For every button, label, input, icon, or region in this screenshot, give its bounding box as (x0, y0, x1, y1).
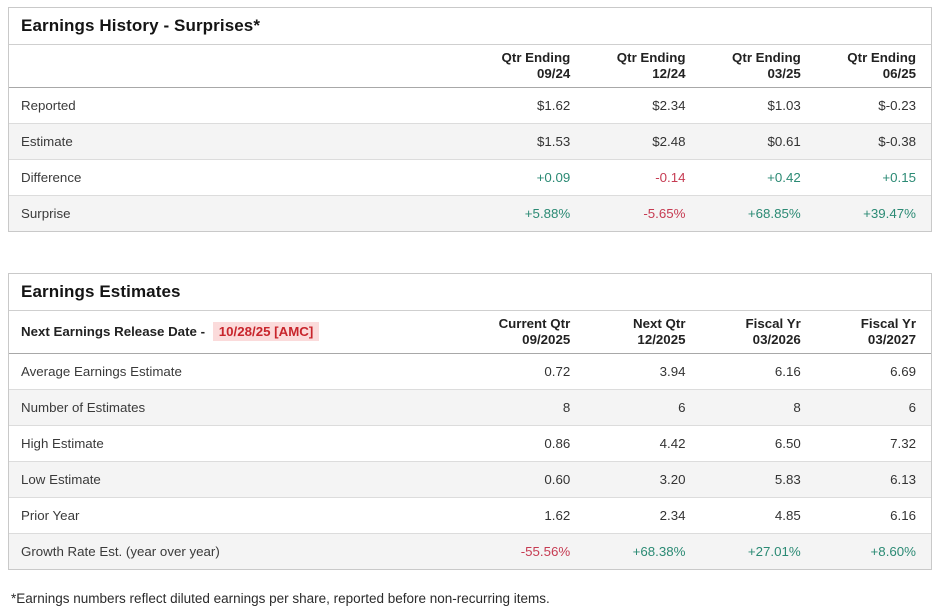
value-cell: 6.69 (890, 364, 916, 379)
table-row-low-estimate: Low Estimate 0.60 3.20 5.83 6.13 (9, 461, 931, 498)
col-header-line2: 09/2025 (522, 332, 571, 347)
earnings-history-header-row: Qtr Ending 09/24 Qtr Ending 12/24 Qtr En… (9, 45, 931, 88)
value-cell: 1.62 (544, 508, 571, 523)
value-cell-negative: -0.14 (655, 170, 686, 185)
row-label: High Estimate (21, 436, 104, 451)
value-cell: 6 (908, 400, 916, 415)
value-cell-positive: +68.38% (632, 544, 686, 559)
history-header-spacer (9, 45, 470, 88)
value-cell: 7.32 (890, 436, 916, 451)
value-cell-positive: +68.85% (747, 206, 801, 221)
row-label: Prior Year (21, 508, 80, 523)
value-cell: 3.20 (659, 472, 686, 487)
value-cell-positive: +0.42 (767, 170, 801, 185)
history-col-header-2: Qtr Ending 12/24 (585, 45, 700, 88)
release-date-label: Next Earnings Release Date - (21, 324, 206, 339)
value-cell: 8 (793, 400, 801, 415)
value-cell: 4.85 (774, 508, 801, 523)
table-row-estimate: Estimate $1.53 $2.48 $0.61 $-0.38 (9, 123, 931, 160)
col-header-line2: 12/2025 (637, 332, 686, 347)
table-row-difference: Difference +0.09 -0.14 +0.42 +0.15 (9, 159, 931, 196)
value-cell: 6.16 (774, 364, 801, 379)
table-row-growth-rate-est: Growth Rate Est. (year over year) -55.56… (9, 533, 931, 569)
col-header-line2: 12/24 (652, 66, 686, 81)
value-cell: 0.60 (544, 472, 571, 487)
value-cell-positive: +39.47% (863, 206, 916, 221)
value-cell: $1.62 (536, 98, 571, 113)
col-header-line2: 06/25 (882, 66, 916, 81)
value-cell: 6 (678, 400, 686, 415)
value-cell-positive: +0.09 (536, 170, 571, 185)
col-header-line1: Qtr Ending (847, 50, 916, 65)
col-header-line2: 03/25 (767, 66, 801, 81)
table-row-surprise: Surprise +5.88% -5.65% +68.85% +39.47% (9, 195, 931, 231)
table-row-high-estimate: High Estimate 0.86 4.42 6.50 7.32 (9, 425, 931, 462)
value-cell: 6.50 (774, 436, 801, 451)
row-label: Number of Estimates (21, 400, 146, 415)
row-label: Average Earnings Estimate (21, 364, 182, 379)
col-header-line2: 03/2026 (752, 332, 801, 347)
earnings-history-table: Qtr Ending 09/24 Qtr Ending 12/24 Qtr En… (9, 45, 931, 231)
value-cell: 0.86 (544, 436, 571, 451)
value-cell: 4.42 (659, 436, 686, 451)
history-col-header-3: Qtr Ending 03/25 (701, 45, 816, 88)
value-cell: $1.03 (767, 98, 801, 113)
value-cell: 3.94 (659, 364, 686, 379)
earnings-history-card: Earnings History - Surprises* Qtr Ending… (8, 7, 932, 232)
history-col-header-1: Qtr Ending 09/24 (470, 45, 585, 88)
table-row-average-earnings-estimate: Average Earnings Estimate 0.72 3.94 6.16… (9, 354, 931, 390)
table-row-number-of-estimates: Number of Estimates 8 6 8 6 (9, 389, 931, 426)
estimates-col-header-4: Fiscal Yr 03/2027 (816, 311, 931, 354)
value-cell: 5.83 (774, 472, 801, 487)
next-earnings-release: Next Earnings Release Date - 10/28/25 [A… (9, 311, 470, 354)
value-cell-positive: +5.88% (524, 206, 571, 221)
col-header-line1: Qtr Ending (501, 50, 571, 65)
value-cell: 8 (562, 400, 571, 415)
value-cell: $0.61 (767, 134, 801, 149)
row-label: Estimate (21, 134, 73, 149)
table-row-prior-year: Prior Year 1.62 2.34 4.85 6.16 (9, 497, 931, 534)
earnings-estimates-table: Next Earnings Release Date - 10/28/25 [A… (9, 311, 931, 569)
value-cell: $2.34 (652, 98, 686, 113)
row-label: Growth Rate Est. (year over year) (21, 544, 220, 559)
row-label: Surprise (21, 206, 71, 221)
col-header-line2: 09/24 (536, 66, 571, 81)
release-date-badge: 10/28/25 [AMC] (212, 322, 320, 341)
col-header-line1: Qtr Ending (732, 50, 801, 65)
value-cell-positive: +0.15 (882, 170, 916, 185)
col-header-line1: Next Qtr (633, 316, 686, 331)
row-label: Difference (21, 170, 82, 185)
col-header-line1: Fiscal Yr (860, 316, 916, 331)
value-cell: $-0.38 (878, 134, 916, 149)
table-row-reported: Reported $1.62 $2.34 $1.03 $-0.23 (9, 88, 931, 124)
col-header-line2: 03/2027 (867, 332, 916, 347)
earnings-footnote: *Earnings numbers reflect diluted earnin… (11, 591, 550, 606)
value-cell-positive: +27.01% (747, 544, 801, 559)
earnings-estimates-header-row: Next Earnings Release Date - 10/28/25 [A… (9, 311, 931, 354)
col-header-line1: Current Qtr (498, 316, 571, 331)
value-cell: 6.16 (890, 508, 916, 523)
row-label: Low Estimate (21, 472, 101, 487)
estimates-col-header-1: Current Qtr 09/2025 (470, 311, 585, 354)
value-cell: 2.34 (659, 508, 686, 523)
value-cell-positive: +8.60% (870, 544, 916, 559)
row-label: Reported (21, 98, 76, 113)
value-cell: $-0.23 (878, 98, 916, 113)
col-header-line1: Qtr Ending (616, 50, 686, 65)
value-cell-negative: -5.65% (643, 206, 686, 221)
value-cell: $2.48 (652, 134, 686, 149)
earnings-estimates-title: Earnings Estimates (9, 274, 931, 311)
value-cell: 0.72 (544, 364, 571, 379)
earnings-estimates-card: Earnings Estimates Next Earnings Release… (8, 273, 932, 570)
col-header-line1: Fiscal Yr (745, 316, 801, 331)
value-cell: $1.53 (536, 134, 571, 149)
value-cell: 6.13 (890, 472, 916, 487)
history-col-header-4: Qtr Ending 06/25 (816, 45, 931, 88)
value-cell-negative: -55.56% (520, 544, 571, 559)
estimates-col-header-2: Next Qtr 12/2025 (585, 311, 700, 354)
estimates-col-header-3: Fiscal Yr 03/2026 (701, 311, 816, 354)
earnings-history-title: Earnings History - Surprises* (9, 8, 931, 45)
